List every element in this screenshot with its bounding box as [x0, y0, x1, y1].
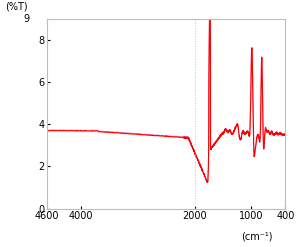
Y-axis label: (%T): (%T) — [5, 1, 27, 11]
Text: 9: 9 — [23, 14, 29, 24]
X-axis label: (cm⁻¹): (cm⁻¹) — [241, 231, 272, 241]
